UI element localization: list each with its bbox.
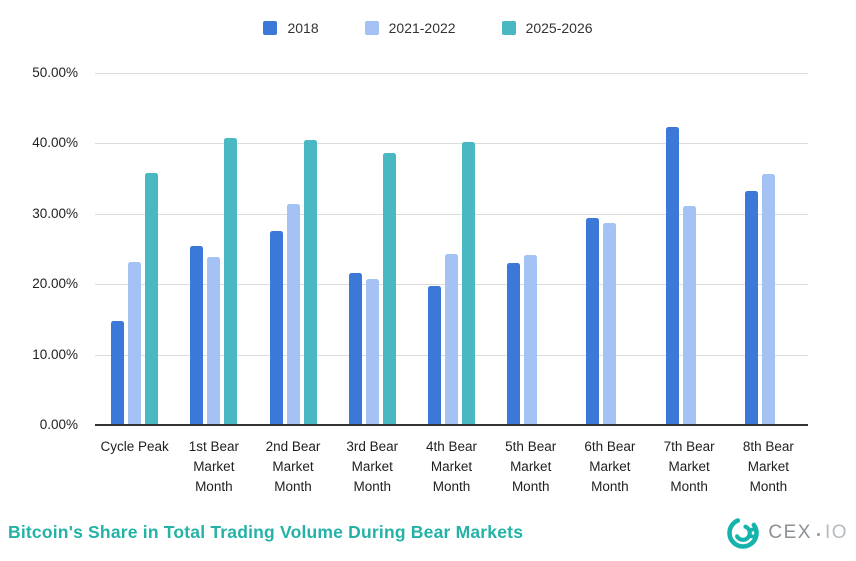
bar-2021-2022 — [207, 257, 221, 425]
legend-swatch-icon — [263, 21, 278, 35]
bar-slot — [224, 137, 238, 425]
bar-slot — [128, 262, 142, 425]
gridline — [95, 73, 808, 74]
bar-2021-2022 — [603, 222, 617, 425]
legend-item-2018: 2018 — [263, 20, 319, 36]
bar-group — [729, 73, 808, 425]
bar-2018 — [744, 190, 758, 425]
x-axis-baseline — [95, 424, 808, 426]
bar-slot — [382, 152, 396, 425]
cexio-logo-io: IO — [824, 522, 848, 543]
x-axis-label: 7th Bear Market Month — [663, 439, 715, 494]
cexio-logo-dot-icon — [816, 532, 820, 536]
bar-slot — [303, 139, 317, 425]
bar-2018 — [269, 231, 283, 425]
bar-slot — [190, 246, 204, 425]
x-axis-label: 1st Bear Market Month — [188, 439, 239, 494]
x-axis-label: 3rd Bear Market Month — [346, 439, 399, 494]
bar-2018 — [190, 246, 204, 425]
y-tick-label: 40.00% — [32, 135, 78, 151]
bar-2021-2022 — [128, 262, 142, 425]
bar-slot — [444, 253, 458, 425]
bar-slot — [682, 206, 696, 425]
bar-slot — [744, 190, 758, 425]
cexio-logo-icon — [725, 515, 761, 551]
chart-title: Bitcoin's Share in Total Trading Volume … — [8, 522, 524, 542]
x-axis-label: 8th Bear Market Month — [742, 439, 794, 494]
bar-slot — [348, 272, 362, 425]
bar-2025-2026 — [145, 172, 159, 425]
bar-slot — [586, 218, 600, 425]
bar-groups — [95, 73, 808, 425]
bar-2021-2022 — [682, 206, 696, 425]
bar-slot — [207, 257, 221, 425]
bar-group — [333, 73, 412, 425]
bar-2018 — [507, 263, 521, 425]
legend-item-2025-2026: 2025-2026 — [501, 20, 593, 36]
legend-label: 2025-2026 — [525, 20, 593, 36]
bar-2021-2022 — [444, 253, 458, 425]
legend-swatch-icon — [501, 21, 516, 35]
bar-slot — [524, 255, 538, 425]
x-axis-label: 5th Bear Market Month — [505, 439, 557, 494]
bar-group — [650, 73, 729, 425]
y-tick-label: 50.00% — [32, 65, 78, 80]
plot-area — [95, 73, 808, 426]
bar-2018 — [348, 272, 362, 425]
x-axis-label: Cycle Peak — [100, 439, 169, 454]
cexio-logo-text: CEX IO — [768, 522, 848, 544]
y-tick-label: 10.00% — [32, 346, 78, 362]
bar-slot — [269, 231, 283, 425]
bar-2025-2026 — [224, 137, 238, 425]
bar-slot — [603, 222, 617, 425]
y-tick-label: 0.00% — [39, 417, 78, 432]
bar-slot — [507, 263, 521, 425]
gridline — [95, 213, 808, 215]
chart-legend: 2018 2021-2022 2025-2026 — [0, 20, 856, 36]
cexio-logo-cex: CEX — [768, 522, 812, 543]
y-tick-label: 20.00% — [32, 276, 78, 292]
bar-slot — [461, 142, 475, 425]
bar-group — [253, 73, 332, 425]
y-tick-label: 30.00% — [32, 205, 78, 221]
bar-group — [174, 73, 253, 425]
bar-group — [95, 73, 174, 425]
x-axis-labels: Cycle Peak 1st Bear Market Month 2nd Bear … — [95, 437, 808, 497]
x-axis-label: 4th Bear Market Month — [425, 439, 477, 494]
bar-slot — [365, 278, 379, 425]
bar-2018 — [111, 320, 125, 425]
bar-slot — [665, 127, 679, 425]
bar-slot — [111, 320, 125, 425]
legend-label: 2021-2022 — [388, 20, 456, 36]
legend-label: 2018 — [287, 20, 319, 36]
bar-2021-2022 — [761, 173, 775, 425]
bar-2025-2026 — [461, 142, 475, 425]
legend-swatch-icon — [364, 21, 379, 35]
bar-slot — [761, 173, 775, 425]
bar-2021-2022 — [524, 255, 538, 425]
bar-slot — [286, 203, 300, 425]
bar-2021-2022 — [365, 278, 379, 425]
legend-item-2021-2022: 2021-2022 — [364, 20, 456, 36]
bar-group — [570, 73, 649, 425]
bar-2025-2026 — [382, 152, 396, 425]
bar-2018 — [665, 127, 679, 425]
bar-group — [412, 73, 491, 425]
bar-2018 — [427, 285, 441, 425]
cexio-logo: CEX IO — [725, 515, 848, 551]
bar-2021-2022 — [286, 203, 300, 425]
bar-slot — [145, 172, 159, 425]
x-axis-label: 2nd Bear Market Month — [265, 439, 321, 494]
bar-group — [491, 73, 570, 425]
bar-slot — [427, 285, 441, 425]
bar-2025-2026 — [303, 139, 317, 425]
gridline — [95, 143, 808, 145]
x-axis-label: 6th Bear Market Month — [584, 439, 636, 494]
bar-2018 — [586, 218, 600, 425]
